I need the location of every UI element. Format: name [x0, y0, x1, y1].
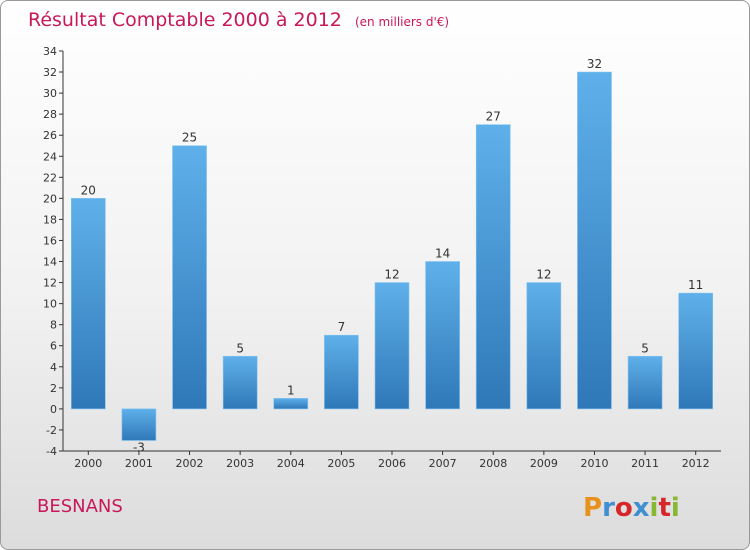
y-tick-label: 18 — [43, 213, 57, 226]
bar-value-label: 7 — [338, 320, 346, 334]
y-tick-label: 6 — [50, 340, 57, 353]
y-tick-label: -4 — [46, 445, 57, 458]
bar — [577, 71, 612, 410]
y-tick-label: 20 — [43, 192, 57, 205]
y-tick-label: 10 — [43, 298, 57, 311]
y-tick-label: 4 — [50, 361, 57, 374]
y-tick-label: 2 — [50, 382, 57, 395]
y-tick-label: 32 — [43, 66, 57, 79]
bar-value-label: 5 — [641, 341, 649, 355]
bar-value-label: 20 — [81, 183, 96, 197]
proxiti-logo: Proxiti — [583, 493, 680, 523]
town-name: BESNANS — [37, 496, 123, 517]
bar-value-label: 1 — [287, 383, 295, 397]
chart-title: Résultat Comptable 2000 à 2012 — [28, 9, 342, 31]
bar-value-label: 27 — [486, 110, 501, 124]
bar-value-label: 5 — [236, 341, 244, 355]
x-tick-label: 2001 — [125, 457, 153, 470]
svg-text:Proxiti: Proxiti — [583, 493, 680, 523]
bar — [678, 292, 713, 410]
x-tick-label: 2006 — [378, 457, 406, 470]
bar — [273, 398, 309, 410]
y-tick-label: 22 — [43, 171, 57, 184]
y-tick-label: 34 — [43, 45, 57, 58]
x-tick-label: 2003 — [226, 457, 254, 470]
bar-value-label: 14 — [435, 247, 450, 261]
bar — [71, 198, 106, 410]
y-tick-label: -2 — [46, 424, 57, 437]
bar-value-label: 25 — [182, 131, 197, 145]
bar-value-label: 11 — [688, 278, 703, 292]
chart-header: Résultat Comptable 2000 à 2012 (en milli… — [28, 9, 449, 31]
bar — [475, 124, 511, 410]
x-tick-label: 2005 — [327, 457, 355, 470]
y-tick-label: 0 — [50, 403, 57, 416]
x-tick-label: 2007 — [429, 457, 457, 470]
x-tick-label: 2012 — [682, 457, 710, 470]
bar — [627, 355, 663, 410]
x-tick-label: 2004 — [277, 457, 305, 470]
bar-value-label: -3 — [133, 440, 145, 454]
bar — [324, 334, 359, 410]
x-tick-label: 2008 — [479, 457, 507, 470]
y-tick-label: 28 — [43, 108, 57, 121]
y-tick-label: 16 — [43, 234, 57, 247]
bar — [222, 355, 258, 410]
y-tick-label: 26 — [43, 129, 57, 142]
x-tick-label: 2010 — [580, 457, 608, 470]
bar — [374, 282, 410, 410]
bar — [425, 261, 460, 410]
x-tick-label: 2002 — [176, 457, 204, 470]
y-tick-label: 24 — [43, 150, 57, 163]
y-tick-label: 12 — [43, 277, 57, 290]
x-tick-label: 2011 — [631, 457, 659, 470]
chart-subtitle: (en milliers d'€) — [354, 15, 450, 29]
bar-value-label: 12 — [536, 268, 551, 282]
y-tick-label: 14 — [43, 256, 57, 269]
bar — [172, 145, 207, 410]
bar-value-label: 12 — [384, 268, 399, 282]
x-tick-label: 2000 — [74, 457, 102, 470]
x-tick-label: 2009 — [530, 457, 558, 470]
y-tick-label: 30 — [43, 87, 57, 100]
y-tick-label: 8 — [50, 319, 57, 332]
bar-value-label: 32 — [587, 57, 602, 71]
bar — [121, 408, 157, 441]
bar — [526, 282, 562, 410]
